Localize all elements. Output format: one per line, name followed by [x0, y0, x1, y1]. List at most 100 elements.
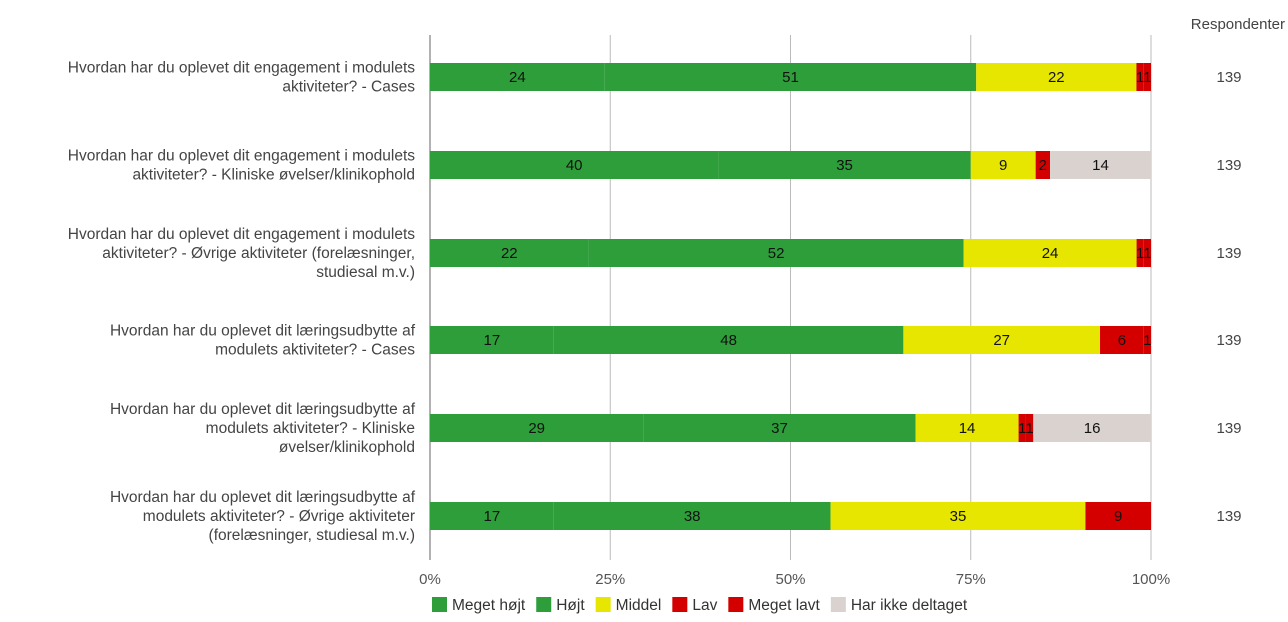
bar-value-label: 1: [1025, 420, 1033, 437]
bar-value-label: 17: [484, 508, 501, 525]
question-label: modulets aktiviteter? - Kliniske: [206, 420, 415, 437]
bar-value-label: 1: [1143, 245, 1151, 262]
bar-segment: [430, 151, 719, 179]
x-tick-label: 100%: [1132, 571, 1170, 588]
bar-segment: [903, 326, 1101, 354]
respondents-count: 139: [1216, 157, 1241, 174]
bar-segment: [1100, 326, 1144, 354]
bar-value-label: 1: [1136, 69, 1144, 86]
x-tick-label: 25%: [595, 571, 625, 588]
question-label: modulets aktiviteter? - Cases: [215, 342, 415, 359]
bar-value-label: 38: [684, 508, 701, 525]
bar-value-label: 2: [1039, 157, 1047, 174]
bar-segment: [1136, 63, 1144, 91]
bar-value-label: 1: [1143, 332, 1151, 349]
question-label: aktiviteter? - Øvrige aktiviteter (forel…: [102, 245, 415, 262]
legend-label: Middel: [616, 597, 662, 614]
bar-segment: [915, 414, 1019, 442]
bar-segment: [553, 502, 831, 530]
bar-value-label: 1: [1143, 69, 1151, 86]
question-label: aktiviteter? - Kliniske øvelser/klinikop…: [132, 167, 415, 184]
bar-value-label: 40: [566, 157, 583, 174]
bar-segment: [970, 151, 1036, 179]
x-tick-label: 50%: [775, 571, 805, 588]
question-label: Hvordan har du oplevet dit læringsudbytt…: [110, 489, 416, 506]
legend-swatch: [432, 597, 447, 612]
bar-value-label: 9: [1114, 508, 1122, 525]
legend-label: Meget lavt: [748, 597, 820, 614]
bar-value-label: 35: [950, 508, 967, 525]
bar-value-label: 16: [1084, 420, 1101, 437]
question-label: øvelser/klinikophold: [279, 439, 415, 456]
legend-label: Meget højt: [452, 597, 526, 614]
bar-segment: [718, 151, 971, 179]
bar-value-label: 48: [720, 332, 737, 349]
bar-segment: [430, 63, 605, 91]
x-tick-label: 75%: [956, 571, 986, 588]
respondents-header: Respondenter: [1191, 16, 1285, 33]
bar-value-label: 29: [528, 420, 545, 437]
bar-segment: [1136, 239, 1144, 267]
bar-value-label: 27: [993, 332, 1010, 349]
x-tick-label: 0%: [419, 571, 441, 588]
bar-segment: [643, 414, 916, 442]
legend-label: Lav: [692, 597, 717, 614]
bar-value-label: 6: [1118, 332, 1126, 349]
respondents-count: 139: [1216, 245, 1241, 262]
bar-segment: [604, 63, 977, 91]
question-label: (forelæsninger, studiesal m.v.): [209, 527, 415, 544]
bar-segment: [1143, 63, 1151, 91]
bar-value-label: 52: [768, 245, 785, 262]
respondents-count: 139: [1216, 420, 1241, 437]
bar-value-label: 37: [771, 420, 788, 437]
legend-swatch: [728, 597, 744, 612]
legend-swatch: [672, 597, 688, 612]
bar-segment: [430, 239, 589, 267]
legend-label: Højt: [556, 597, 585, 614]
bar-segment: [1085, 502, 1151, 530]
bar-segment: [1143, 326, 1151, 354]
bar-value-label: 1: [1136, 245, 1144, 262]
bar-segment: [1025, 414, 1034, 442]
legend-label: Har ikke deltaget: [851, 597, 968, 614]
bar-value-label: 1: [1018, 420, 1026, 437]
bar-segment: [553, 326, 904, 354]
bar-value-label: 24: [1042, 245, 1059, 262]
bar-value-label: 22: [1048, 69, 1065, 86]
bar-segment: [830, 502, 1086, 530]
respondents-count: 139: [1216, 508, 1241, 525]
legend-swatch: [830, 597, 846, 612]
bar-segment: [1050, 151, 1151, 179]
legend-swatch: [595, 597, 611, 612]
bar-value-label: 51: [782, 69, 799, 86]
question-label: studiesal m.v.): [316, 264, 415, 281]
question-label: modulets aktiviteter? - Øvrige aktivitet…: [143, 508, 415, 525]
legend-swatch: [536, 597, 552, 612]
question-label: Hvordan har du oplevet dit læringsudbytt…: [110, 401, 416, 418]
bar-segment: [588, 239, 964, 267]
question-label: Hvordan har du oplevet dit engagement i …: [68, 60, 415, 77]
bar-segment: [1033, 414, 1151, 442]
bar-segment: [963, 239, 1137, 267]
bar-segment: [1143, 239, 1151, 267]
bar-segment: [430, 326, 554, 354]
bar-value-label: 14: [959, 420, 976, 437]
respondents-count: 139: [1216, 69, 1241, 86]
question-label: Hvordan har du oplevet dit engagement i …: [68, 226, 415, 243]
bar-value-label: 14: [1092, 157, 1109, 174]
bar-value-label: 22: [501, 245, 518, 262]
bar-segment: [430, 414, 644, 442]
bar-segment: [1018, 414, 1026, 442]
bar-segment: [976, 63, 1137, 91]
bar-value-label: 24: [509, 69, 526, 86]
question-label: Hvordan har du oplevet dit læringsudbytt…: [110, 323, 416, 340]
bar-segment: [1035, 151, 1051, 179]
question-label: aktiviteter? - Cases: [282, 79, 415, 96]
bar-value-label: 17: [484, 332, 501, 349]
question-label: Hvordan har du oplevet dit engagement i …: [68, 148, 415, 165]
bar-segment: [430, 502, 554, 530]
respondents-count: 139: [1216, 332, 1241, 349]
bar-value-label: 9: [999, 157, 1007, 174]
bar-value-label: 35: [836, 157, 853, 174]
